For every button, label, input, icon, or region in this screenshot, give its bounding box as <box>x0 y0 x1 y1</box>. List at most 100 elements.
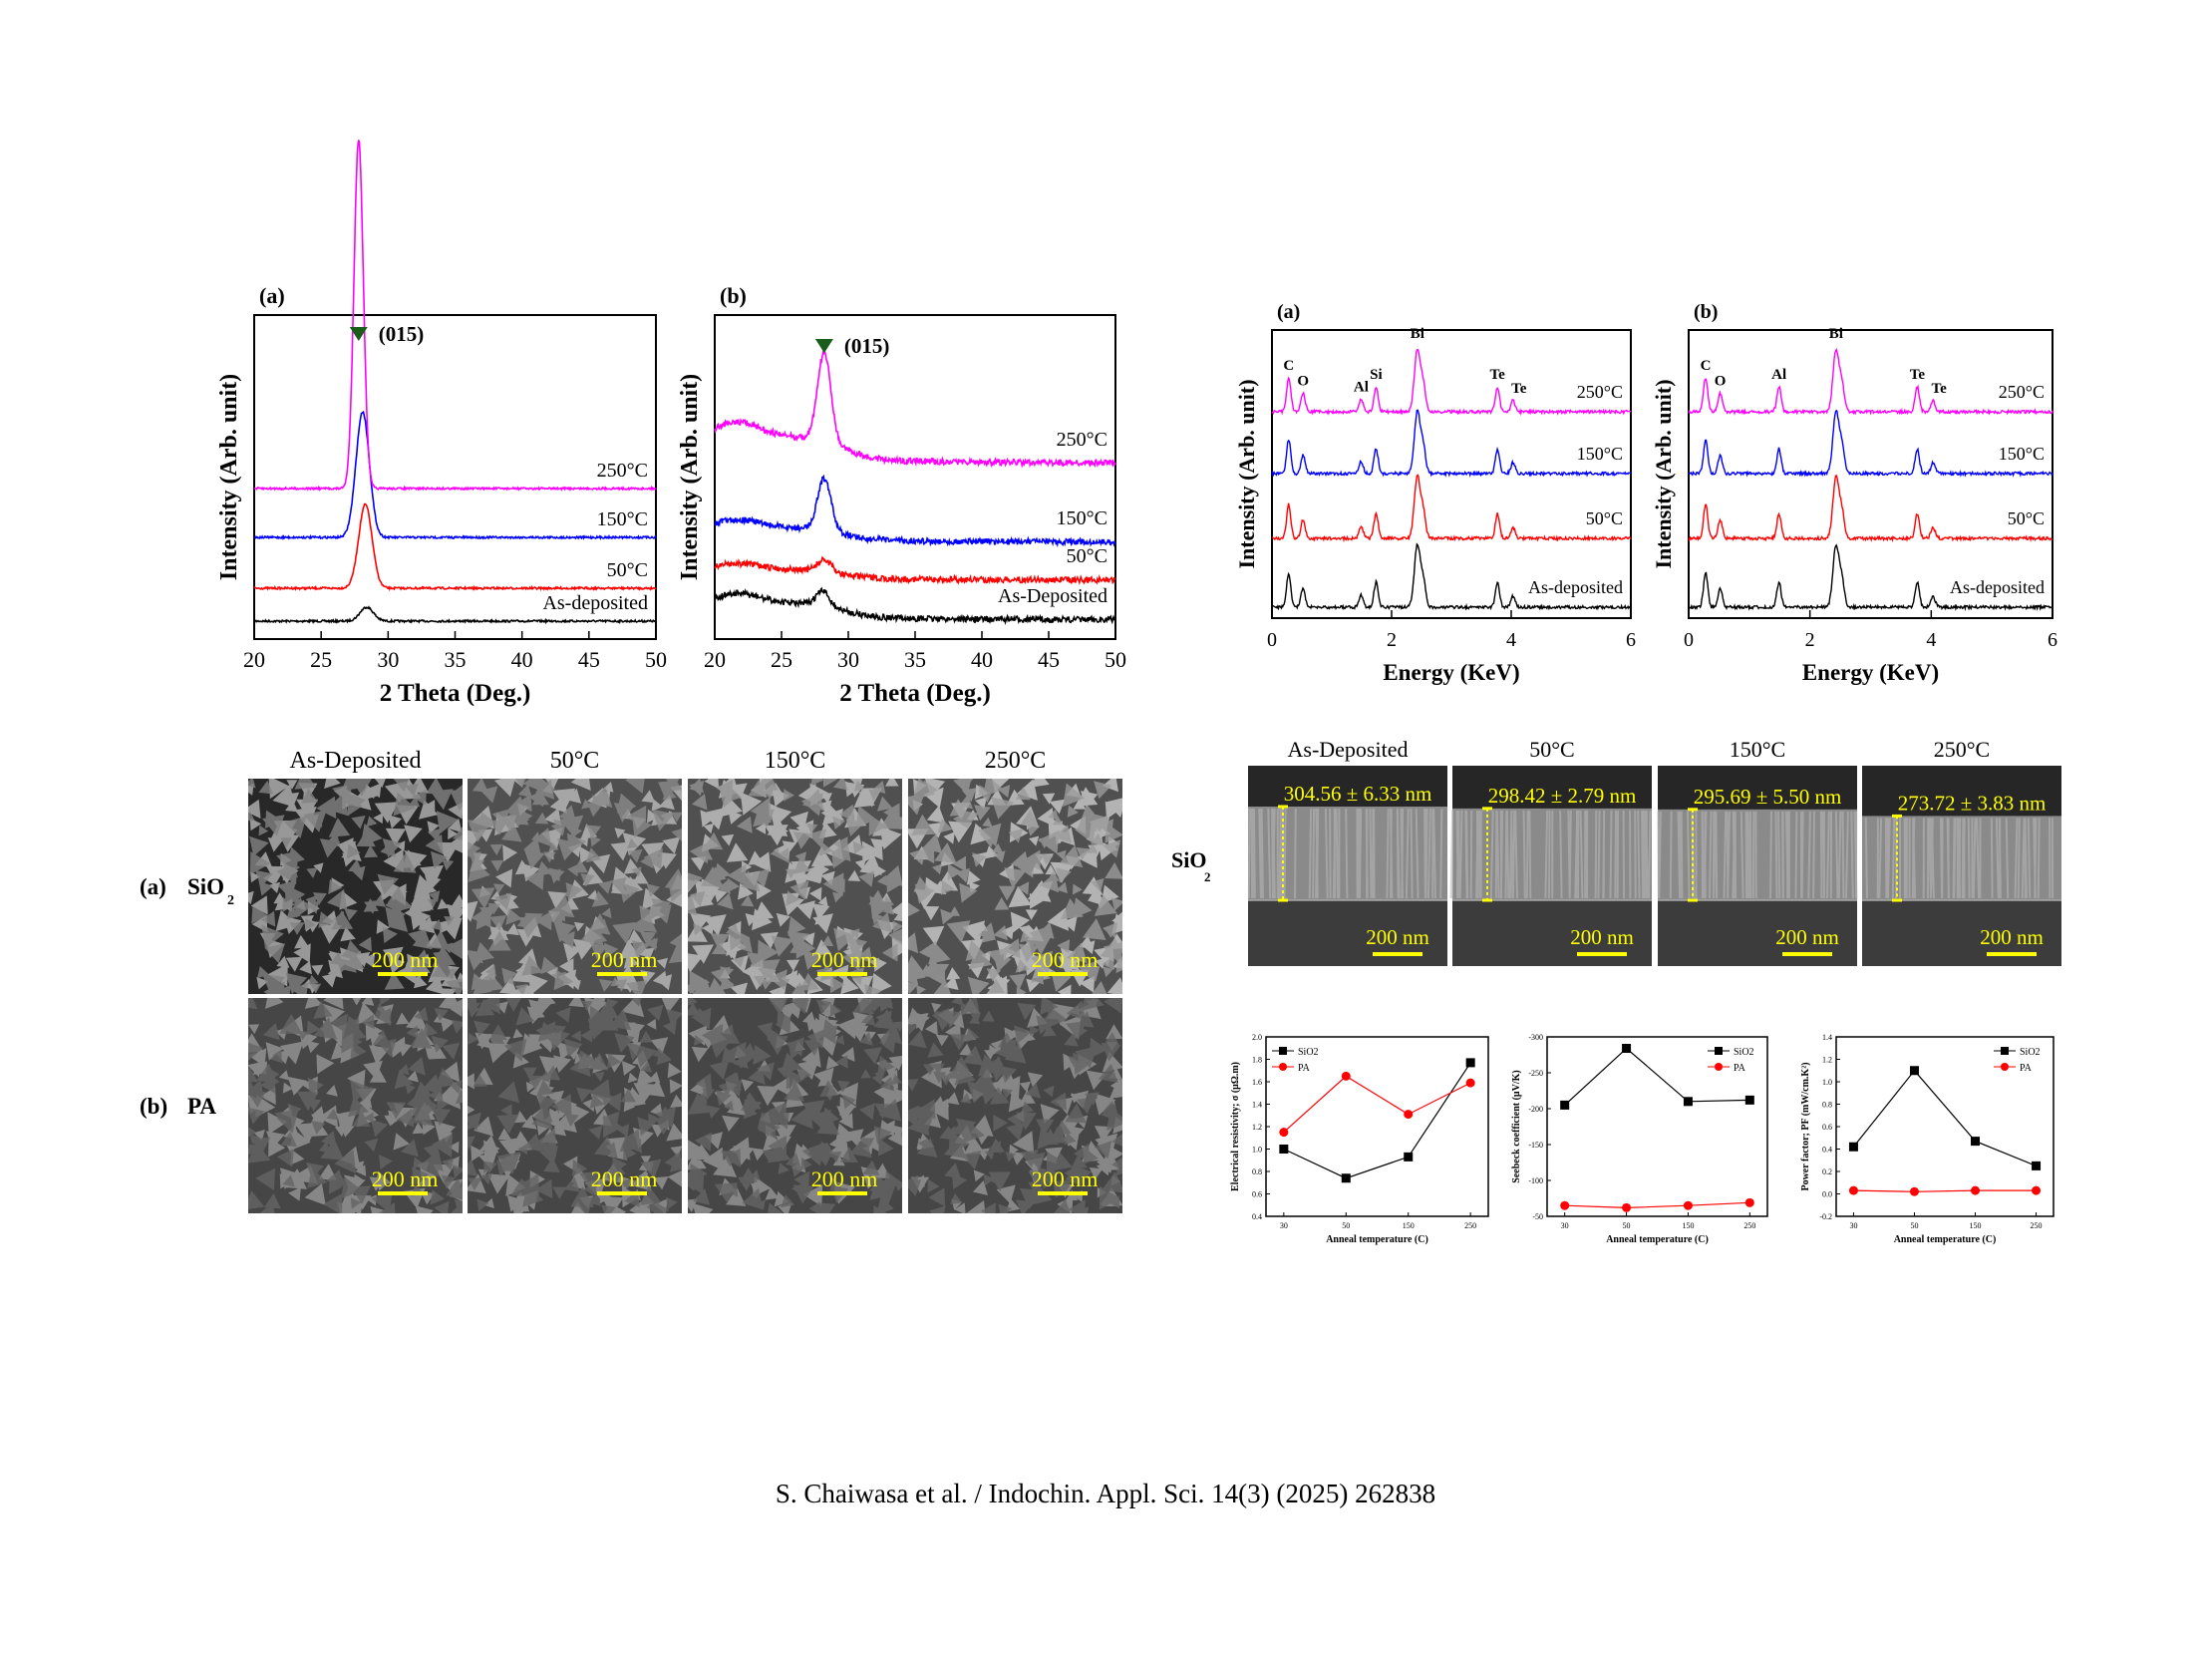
y-tick-label: 0.8 <box>1252 1167 1262 1176</box>
sem-surface-grid: As-Deposited 50°C 150°C 250°C (a) SiO2 200 nm 2… <box>140 748 1122 1213</box>
series-label: 150°C <box>1577 444 1623 464</box>
cross-row-label: SiO <box>1171 847 1206 872</box>
sem-surface-image: 200 nm <box>688 779 902 994</box>
element-peak-label: Bi <box>1411 326 1424 342</box>
y-tick-label: 0.2 <box>1822 1167 1832 1176</box>
eds-chart-a: 0 2 4 6 Energy (KeV) Intensity (Arb. unit) (a)… <box>1234 301 1636 685</box>
y-tick-label: -150 <box>1528 1141 1543 1150</box>
thickness-label: 304.56 ± 6.33 nm <box>1284 782 1432 806</box>
grain-texture <box>908 779 1122 994</box>
series-label: 50°C <box>2008 508 2045 528</box>
x-axis-label: Anneal temperature (C) <box>1606 1234 1709 1245</box>
legend-label: PA <box>1734 1063 1746 1074</box>
sem-surface-image: 200 nm <box>908 998 1122 1213</box>
series-label: As-deposited <box>1950 577 2045 597</box>
grain-texture <box>688 779 902 994</box>
x-tick-label: 250 <box>1743 1221 1755 1230</box>
data-point-sio2 <box>1404 1152 1414 1161</box>
grain-texture <box>908 998 1122 1213</box>
sem-cross-section-image: 298.42 ± 2.79 nm 200 nm <box>1449 766 1652 966</box>
x-tick-label: 40 <box>511 647 533 672</box>
resistivity-chart: 0.4 0.6 0.8 1.0 1.2 1.4 1.6 1.8 2.0 30 50 150 250 Ann… <box>1230 1033 1489 1245</box>
data-point-pa <box>1744 1197 1754 1207</box>
legend-label: SiO2 <box>2020 1047 2041 1058</box>
y-tick-label: 0.6 <box>1252 1190 1262 1199</box>
data-point-pa <box>1909 1186 1919 1196</box>
xrd-series-line <box>714 474 1116 548</box>
panel-label: (a) <box>1277 301 1300 323</box>
scale-bar-label: 200 nm <box>811 947 878 972</box>
sem-row-label: SiO <box>187 874 224 899</box>
x-tick-label: 50 <box>645 647 667 672</box>
sem-cross-section-image: 295.69 ± 5.50 nm 200 nm <box>1657 766 1858 966</box>
eds-series-line <box>1271 409 1632 478</box>
x-tick-label: 250 <box>1464 1221 1476 1230</box>
element-peak-label: Te <box>1490 367 1506 383</box>
citation-caption: S. Chaiwasa et al. / Indochin. Appl. Sci… <box>776 1479 1435 1508</box>
sem-surface-image: 200 nm <box>468 779 682 994</box>
y-tick-label: 1.4 <box>1252 1101 1262 1110</box>
data-point-pa <box>1465 1078 1475 1088</box>
xrd-chart-b: 20 25 30 35 40 45 50 2 Theta (Deg.) Intensity (A… <box>677 283 1126 707</box>
data-point-sio2 <box>1560 1100 1570 1110</box>
y-tick-label: -250 <box>1528 1069 1543 1078</box>
sem-surface-image: 200 nm <box>908 779 1122 994</box>
x-axis-label: 2 Theta (Deg.) <box>839 680 991 707</box>
y-axis-label: Electrical resistivity; σ (μΩ.m) <box>1230 1062 1241 1191</box>
peak-annotation: (015) <box>379 322 425 346</box>
x-tick-label: 50 <box>1342 1221 1350 1230</box>
legend-marker <box>1279 1063 1287 1071</box>
x-axis-label: 2 Theta (Deg.) <box>380 680 531 707</box>
eds-series-line <box>1688 543 2054 612</box>
xrd-series-line <box>714 349 1116 469</box>
x-tick-label: 30 <box>377 647 399 672</box>
peak-marker-icon <box>814 339 833 353</box>
x-tick-label: 4 <box>1926 629 1936 651</box>
data-point-sio2 <box>1465 1058 1475 1068</box>
element-peak-label: Te <box>1932 381 1948 397</box>
x-tick-label: 150 <box>1682 1221 1694 1230</box>
grain-texture <box>688 998 902 1213</box>
data-point-pa <box>1279 1128 1289 1138</box>
x-tick-label: 30 <box>837 647 859 672</box>
series-label: As-Deposited <box>998 585 1107 607</box>
y-tick-label: 1.6 <box>1252 1078 1262 1087</box>
scale-bar-label: 200 nm <box>811 1166 878 1191</box>
grain-texture <box>248 779 463 994</box>
data-point-pa <box>2032 1185 2042 1195</box>
series-label: 50°C <box>1586 508 1623 528</box>
legend-marker <box>1715 1063 1723 1071</box>
x-tick-label: 0 <box>1267 629 1277 651</box>
data-point-sio2 <box>1909 1066 1919 1076</box>
series-label: 250°C <box>1999 382 2045 402</box>
series-line <box>1283 1075 1471 1134</box>
x-tick-label: 6 <box>2048 629 2057 651</box>
x-tick-label: 35 <box>904 647 926 672</box>
y-tick-label: -300 <box>1528 1033 1543 1042</box>
panel-label: (b) <box>1694 301 1718 323</box>
sem-surface-image: 200 nm <box>248 998 463 1213</box>
x-tick-label: 2 <box>1387 629 1397 651</box>
y-axis-label: Intensity (Arb. unit) <box>1234 379 1259 568</box>
sem-column-header: 50°C <box>550 748 600 774</box>
series-label: 50°C <box>1067 545 1107 567</box>
element-peak-label: Te <box>1511 381 1527 397</box>
x-tick-label: 2 <box>1805 629 1815 651</box>
data-point-sio2 <box>1744 1095 1754 1105</box>
y-tick-label: 1.2 <box>1822 1056 1832 1065</box>
x-tick-label: 20 <box>704 647 726 672</box>
y-tick-label: -200 <box>1528 1105 1543 1114</box>
x-axis-label: Energy (KeV) <box>1383 660 1519 685</box>
element-peak-label: Al <box>1771 367 1786 383</box>
sem-surface-image: 200 nm <box>688 998 902 1213</box>
y-tick-label: 1.4 <box>1822 1033 1832 1042</box>
xrd-series-line <box>253 140 657 493</box>
scale-bar-label: 200 nm <box>1775 925 1839 949</box>
element-peak-label: Si <box>1370 367 1383 383</box>
series-label: 250°C <box>1577 382 1623 402</box>
legend-label: PA <box>2020 1063 2033 1074</box>
series-line <box>1283 1062 1471 1179</box>
x-tick-label: 150 <box>1970 1221 1982 1230</box>
grain-texture <box>468 779 682 994</box>
scale-bar-label: 200 nm <box>1366 925 1429 949</box>
